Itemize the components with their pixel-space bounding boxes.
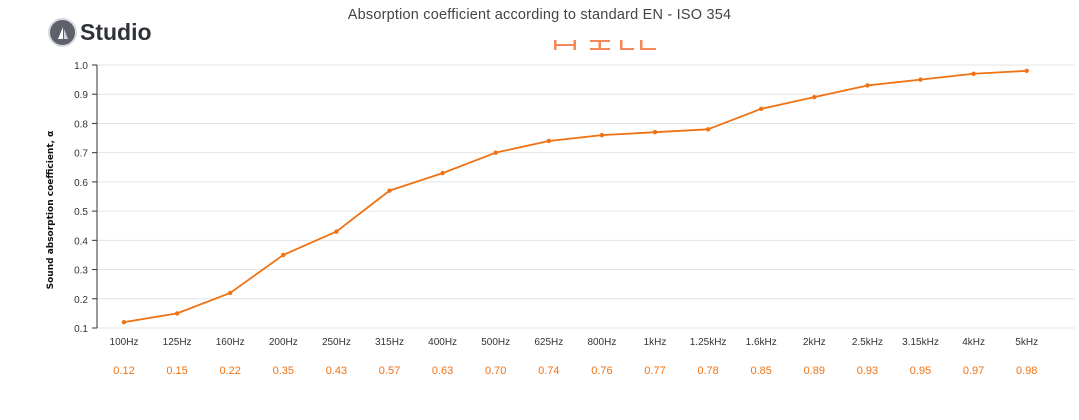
x-tick-label: 2kHz	[803, 337, 826, 348]
x-tick-label: 160Hz	[216, 337, 245, 348]
data-label: 0.70	[485, 365, 506, 377]
x-tick-label: 1.6kHz	[746, 337, 777, 348]
x-tick-label: 200Hz	[269, 337, 298, 348]
series-line	[123, 69, 1027, 324]
data-point	[174, 311, 180, 316]
data-point	[228, 290, 233, 296]
x-tick-label: 400Hz	[428, 337, 457, 348]
data-point	[546, 138, 551, 144]
y-tick-label: 0.8	[74, 119, 88, 130]
x-tick-label: 800Hz	[587, 337, 616, 348]
x-tick-label: 1.25kHz	[690, 337, 727, 348]
x-tick-label: 125Hz	[163, 337, 192, 348]
y-tick-label: 0.2	[74, 295, 88, 306]
data-point	[281, 252, 286, 258]
data-label: 0.85	[750, 365, 771, 377]
brand-name: Studio	[80, 19, 152, 45]
y-tick-label: 0.4	[74, 236, 88, 247]
data-point	[440, 170, 445, 176]
data-point	[493, 150, 498, 155]
x-tick-label: 5kHz	[1015, 337, 1038, 348]
chart-title: Absorption coefficient according to stan…	[347, 7, 732, 23]
data-label: 0.76	[591, 365, 612, 377]
y-tick-label: 0.7	[74, 149, 88, 160]
data-label: 0.78	[697, 365, 718, 377]
data-point	[705, 127, 711, 132]
data-point	[918, 77, 923, 82]
data-label: 0.89	[804, 365, 825, 377]
data-point	[334, 229, 339, 234]
data-point	[1024, 68, 1029, 74]
x-tick-label: 1kHz	[644, 337, 667, 348]
data-label: 0.57	[379, 365, 400, 377]
data-label: 0.98	[1016, 365, 1037, 377]
y-tick-label: 0.6	[74, 178, 88, 189]
data-label: 0.43	[326, 365, 347, 377]
x-tick-label: 2.5kHz	[852, 337, 883, 348]
brand-logo: Studio	[48, 18, 152, 47]
data-label: 0.12	[113, 365, 134, 377]
x-tick-label: 625Hz	[534, 337, 563, 348]
data-point	[971, 71, 976, 76]
data-label: 0.15	[166, 365, 187, 377]
data-label: 0.63	[432, 365, 453, 377]
data-point	[121, 319, 127, 325]
data-point	[652, 130, 658, 135]
brand-mark-logo	[554, 40, 656, 50]
data-point	[865, 83, 870, 88]
data-point	[759, 106, 764, 112]
y-tick-label: 0.5	[74, 207, 88, 218]
x-tick-label: 3.15kHz	[902, 337, 939, 348]
data-point	[599, 132, 605, 138]
y-tick-label: 1.0	[74, 61, 88, 72]
y-tick-label: 0.1	[74, 324, 88, 335]
y-tick-label: 0.3	[74, 266, 88, 277]
data-label: 0.93	[857, 365, 878, 377]
x-tick-label: 500Hz	[481, 337, 510, 348]
data-label: 0.97	[963, 365, 984, 377]
x-tick-label: 315Hz	[375, 337, 404, 348]
x-tick-label: 250Hz	[322, 337, 351, 348]
data-label: 0.95	[910, 365, 931, 377]
data-label: 0.22	[219, 365, 240, 377]
data-point	[387, 188, 392, 193]
data-label: 0.35	[273, 365, 294, 377]
x-tick-label: 100Hz	[110, 337, 139, 348]
y-tick-label: 0.9	[74, 90, 88, 101]
data-label: 0.77	[644, 365, 665, 377]
data-point	[812, 94, 817, 100]
studio-logo-icon	[48, 18, 77, 47]
data-label: 0.74	[538, 365, 559, 377]
x-tick-label: 4kHz	[962, 337, 985, 348]
